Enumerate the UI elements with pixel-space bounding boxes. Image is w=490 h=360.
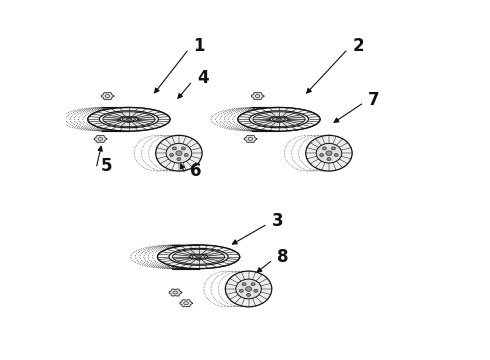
Text: 6: 6: [190, 162, 201, 180]
Ellipse shape: [156, 135, 202, 171]
Ellipse shape: [334, 153, 338, 157]
Ellipse shape: [181, 147, 185, 150]
Ellipse shape: [272, 117, 286, 121]
Ellipse shape: [197, 259, 200, 260]
Text: 1: 1: [193, 37, 205, 55]
Ellipse shape: [157, 245, 240, 269]
Ellipse shape: [137, 120, 141, 121]
Ellipse shape: [225, 271, 272, 307]
Ellipse shape: [326, 151, 332, 156]
Polygon shape: [101, 93, 114, 100]
Ellipse shape: [169, 248, 228, 265]
Ellipse shape: [236, 279, 261, 299]
Ellipse shape: [283, 116, 287, 117]
Ellipse shape: [254, 289, 258, 292]
Ellipse shape: [319, 153, 324, 157]
Ellipse shape: [316, 143, 342, 163]
Ellipse shape: [271, 116, 274, 117]
Text: 7: 7: [368, 91, 380, 109]
Ellipse shape: [322, 147, 326, 150]
Ellipse shape: [117, 120, 121, 121]
Ellipse shape: [246, 293, 250, 296]
Ellipse shape: [103, 112, 155, 127]
Ellipse shape: [192, 255, 205, 259]
Text: 2: 2: [352, 37, 364, 55]
Ellipse shape: [249, 111, 309, 128]
Ellipse shape: [120, 117, 138, 122]
Ellipse shape: [239, 289, 244, 292]
Text: 5: 5: [100, 157, 112, 175]
Polygon shape: [94, 135, 107, 143]
Ellipse shape: [122, 117, 135, 121]
Ellipse shape: [88, 108, 170, 131]
Ellipse shape: [190, 254, 208, 260]
Ellipse shape: [207, 257, 210, 258]
Ellipse shape: [191, 254, 194, 255]
Text: 3: 3: [272, 212, 283, 230]
Ellipse shape: [327, 158, 331, 161]
Text: 8: 8: [277, 248, 289, 266]
Polygon shape: [169, 289, 182, 296]
Ellipse shape: [126, 118, 132, 120]
Ellipse shape: [270, 117, 288, 122]
Ellipse shape: [242, 283, 246, 286]
Ellipse shape: [172, 147, 176, 150]
Ellipse shape: [245, 287, 252, 291]
Ellipse shape: [277, 122, 281, 123]
Ellipse shape: [127, 122, 131, 123]
Ellipse shape: [331, 147, 336, 150]
Ellipse shape: [170, 153, 173, 157]
Ellipse shape: [287, 120, 291, 121]
Ellipse shape: [187, 257, 191, 258]
Polygon shape: [244, 135, 257, 143]
Ellipse shape: [121, 116, 124, 117]
Ellipse shape: [306, 135, 352, 171]
Ellipse shape: [203, 254, 206, 255]
Ellipse shape: [253, 112, 305, 127]
Ellipse shape: [176, 151, 182, 156]
Polygon shape: [180, 300, 193, 307]
Ellipse shape: [276, 118, 282, 120]
Ellipse shape: [184, 153, 188, 157]
Ellipse shape: [251, 283, 255, 286]
Ellipse shape: [133, 116, 137, 117]
Ellipse shape: [238, 108, 320, 131]
Ellipse shape: [99, 111, 158, 128]
Polygon shape: [251, 93, 264, 100]
Ellipse shape: [172, 249, 224, 264]
Ellipse shape: [196, 256, 201, 258]
Text: 4: 4: [197, 69, 208, 87]
Ellipse shape: [177, 158, 181, 161]
Ellipse shape: [166, 143, 192, 163]
Ellipse shape: [267, 120, 271, 121]
